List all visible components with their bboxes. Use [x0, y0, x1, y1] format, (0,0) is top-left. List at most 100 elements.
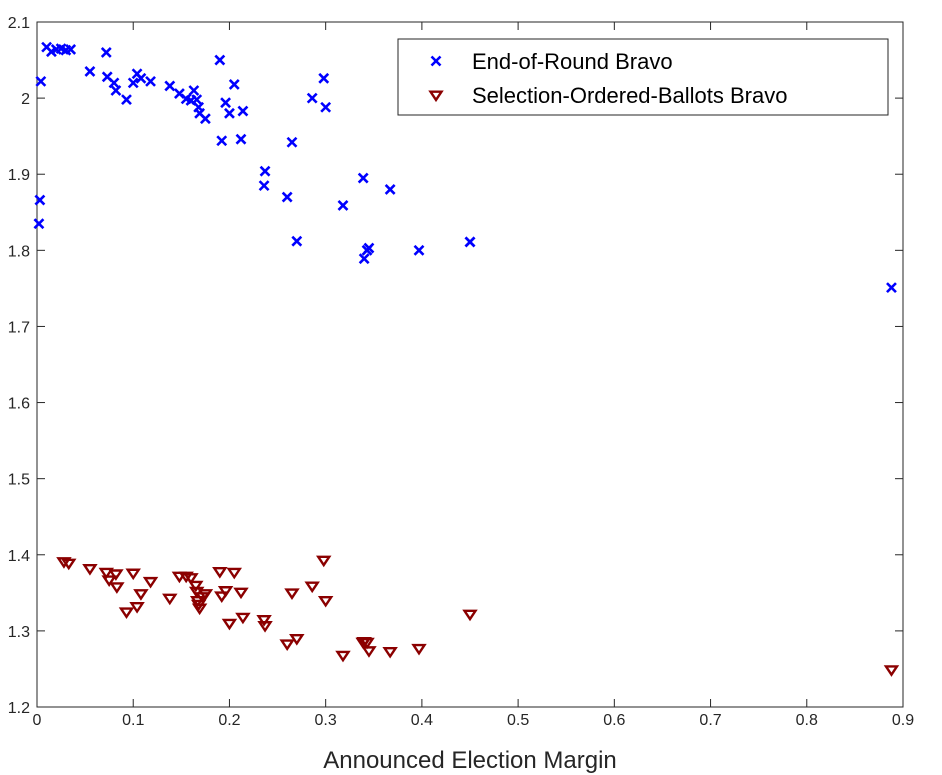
x-marker-point: [216, 135, 228, 147]
triangle-marker-point: [108, 569, 124, 581]
x-marker-point: [235, 133, 247, 145]
triangle-marker-point: [56, 557, 72, 569]
triangle-marker-point: [125, 568, 141, 581]
legend-label-end-of-round-bravo: End-of-Round Bravo: [472, 49, 673, 74]
x-tick-label: 0.8: [796, 712, 818, 729]
x-marker-point: [220, 97, 232, 109]
x-marker-point: [259, 165, 271, 177]
x-tick-label: 0.1: [122, 712, 144, 729]
x-marker-point: [363, 242, 375, 254]
x-marker-point: [464, 236, 476, 248]
triangle-marker-point: [98, 567, 115, 580]
x-marker-point: [886, 282, 897, 294]
x-marker-point: [258, 180, 270, 192]
x-marker-point: [357, 172, 369, 184]
triangle-marker-point: [256, 614, 272, 627]
triangle-marker-point: [197, 589, 214, 601]
triangle-marker-point: [129, 602, 145, 614]
triangle-marker-point: [279, 639, 295, 651]
x-marker-point: [135, 72, 147, 84]
x-marker-point: [33, 218, 45, 230]
y-tick-label: 1.5: [8, 472, 30, 489]
y-tick-label: 1.6: [8, 396, 30, 413]
triangle-marker-point: [315, 555, 332, 568]
triangle-marker-point: [178, 571, 194, 584]
x-marker-point: [281, 191, 293, 203]
y-tick-label: 1.9: [8, 167, 30, 184]
x-marker-point: [413, 244, 425, 256]
x-marker-point: [224, 107, 235, 119]
triangle-marker-point: [382, 646, 398, 659]
legend-marker-x-icon: [430, 55, 442, 67]
triangle-marker-point: [217, 586, 234, 598]
x-marker-point: [337, 200, 349, 211]
triangle-marker-point: [359, 637, 375, 650]
x-marker-point: [291, 235, 303, 247]
x-marker-point: [320, 101, 332, 113]
triangle-marker-point: [188, 586, 205, 599]
x-tick-label: 0.9: [892, 712, 914, 729]
triangle-marker-point: [335, 650, 351, 663]
x-axis-label: Announced Election Margin: [323, 747, 617, 774]
triangle-marker-point: [304, 581, 320, 594]
data-marks: [33, 41, 900, 677]
triangle-marker-point: [411, 643, 427, 656]
triangle-marker-point: [883, 665, 900, 677]
x-tick-label: 0: [33, 712, 42, 729]
triangle-marker-point: [82, 563, 98, 576]
triangle-marker-point: [101, 575, 117, 588]
x-marker-point: [35, 75, 47, 87]
x-marker-point: [145, 75, 156, 87]
triangle-marker-point: [289, 634, 305, 646]
triangle-marker-point: [284, 588, 300, 600]
x-marker-point: [100, 47, 112, 58]
x-marker-point: [228, 78, 240, 90]
triangle-marker-point: [118, 607, 135, 619]
x-tick-label: 0.6: [603, 712, 625, 729]
x-marker-point: [191, 94, 203, 106]
x-tick-label: 0.5: [507, 712, 529, 729]
x-tick-label: 0.7: [699, 712, 721, 729]
x-marker-point: [214, 54, 226, 66]
triangle-marker-point: [462, 609, 478, 622]
y-tick-label: 1.2: [8, 700, 30, 717]
x-tick-label: 0.2: [218, 712, 240, 729]
x-marker-point: [108, 77, 120, 89]
triangle-marker-point: [361, 646, 377, 658]
x-marker-point: [121, 94, 132, 106]
legend-x-glyph: [430, 55, 442, 67]
triangle-marker-point: [109, 582, 125, 594]
x-marker-point: [65, 43, 77, 55]
y-tick-label: 1.7: [8, 319, 30, 336]
x-marker-point: [286, 136, 298, 148]
plot-area: [36, 21, 904, 708]
x-marker-point: [384, 184, 396, 195]
triangle-marker-point: [235, 612, 251, 625]
triangle-marker-point: [317, 595, 334, 608]
legend-box: [397, 38, 889, 116]
x-marker-point: [84, 66, 96, 77]
x-tick-label: 0.3: [315, 712, 337, 729]
legend: End-of-Round Bravo Selection-Ordered-Bal…: [397, 38, 889, 116]
triangle-marker-point: [188, 580, 204, 593]
triangle-marker-point: [162, 593, 178, 606]
x-tick-label: 0.4: [411, 712, 433, 729]
triangle-marker-point: [61, 558, 77, 571]
y-tick-label: 2: [21, 91, 30, 108]
triangle-marker-point: [214, 591, 230, 603]
x-marker-point: [358, 253, 370, 265]
triangle-marker-point: [133, 589, 149, 601]
y-tick-label: 1.3: [8, 624, 30, 641]
y-tick-label: 1.8: [8, 243, 30, 260]
x-marker-point: [237, 105, 249, 117]
triangle-marker-point: [221, 618, 238, 631]
triangle-marker-point: [257, 621, 273, 633]
triangle-marker-point: [233, 587, 249, 600]
triangle-marker-point: [226, 567, 242, 580]
legend-triangle-glyph: [428, 90, 444, 103]
y-tick-label: 1.4: [8, 548, 30, 565]
x-marker-point: [306, 92, 318, 104]
triangle-marker-point: [142, 576, 159, 589]
x-marker-point: [318, 72, 330, 84]
legend-marker-triangle-icon: [428, 90, 444, 103]
